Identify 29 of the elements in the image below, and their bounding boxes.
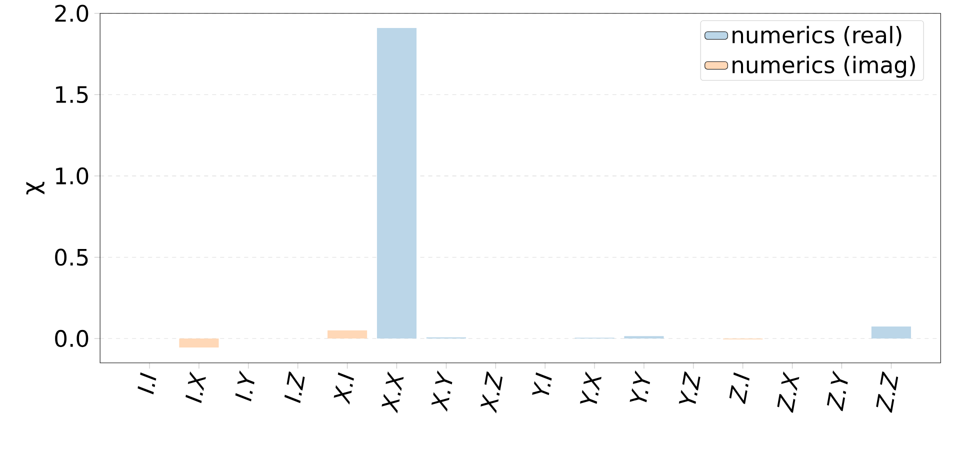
- bar: [624, 336, 664, 339]
- x-tick-label: Z.I: [729, 372, 750, 404]
- y-tick-label: 1.0: [56, 168, 88, 185]
- x-tick-label: I.Z: [284, 372, 305, 404]
- bar: [179, 338, 219, 348]
- x-tick-label: X.I: [334, 372, 354, 405]
- x-tick-label: Y.X: [580, 372, 602, 404]
- y-axis-title: χ: [26, 182, 44, 195]
- y-tick-label: 0.5: [55, 248, 88, 266]
- y-tick-label: 1.5: [56, 86, 88, 104]
- bar: [871, 326, 911, 339]
- bar: [376, 28, 417, 339]
- legend-label: numerics (real): [732, 26, 902, 46]
- x-tick-label: I.Y: [235, 370, 254, 402]
- x-tick-label: X.X: [382, 372, 404, 414]
- x-tick-label: Y.Z: [678, 372, 700, 404]
- x-tick-label: X.Z: [480, 372, 503, 414]
- x-tick-label: Y.Y: [630, 370, 650, 402]
- y-tick-label: 2.0: [55, 4, 88, 22]
- x-tick-label: Z.X: [777, 372, 800, 414]
- x-tick-label: X.Y: [431, 370, 452, 412]
- x-tick-label: I.X: [186, 372, 206, 404]
- x-tick-label: I.I: [138, 372, 156, 395]
- x-tick-label: Y.I: [532, 372, 552, 396]
- bar: [328, 330, 368, 339]
- legend-label: numerics (imag): [732, 56, 915, 78]
- y-tick-label: 0.0: [55, 330, 88, 348]
- x-tick-label: Z.Y: [826, 370, 848, 412]
- x-tick-label: Z.Z: [876, 372, 898, 414]
